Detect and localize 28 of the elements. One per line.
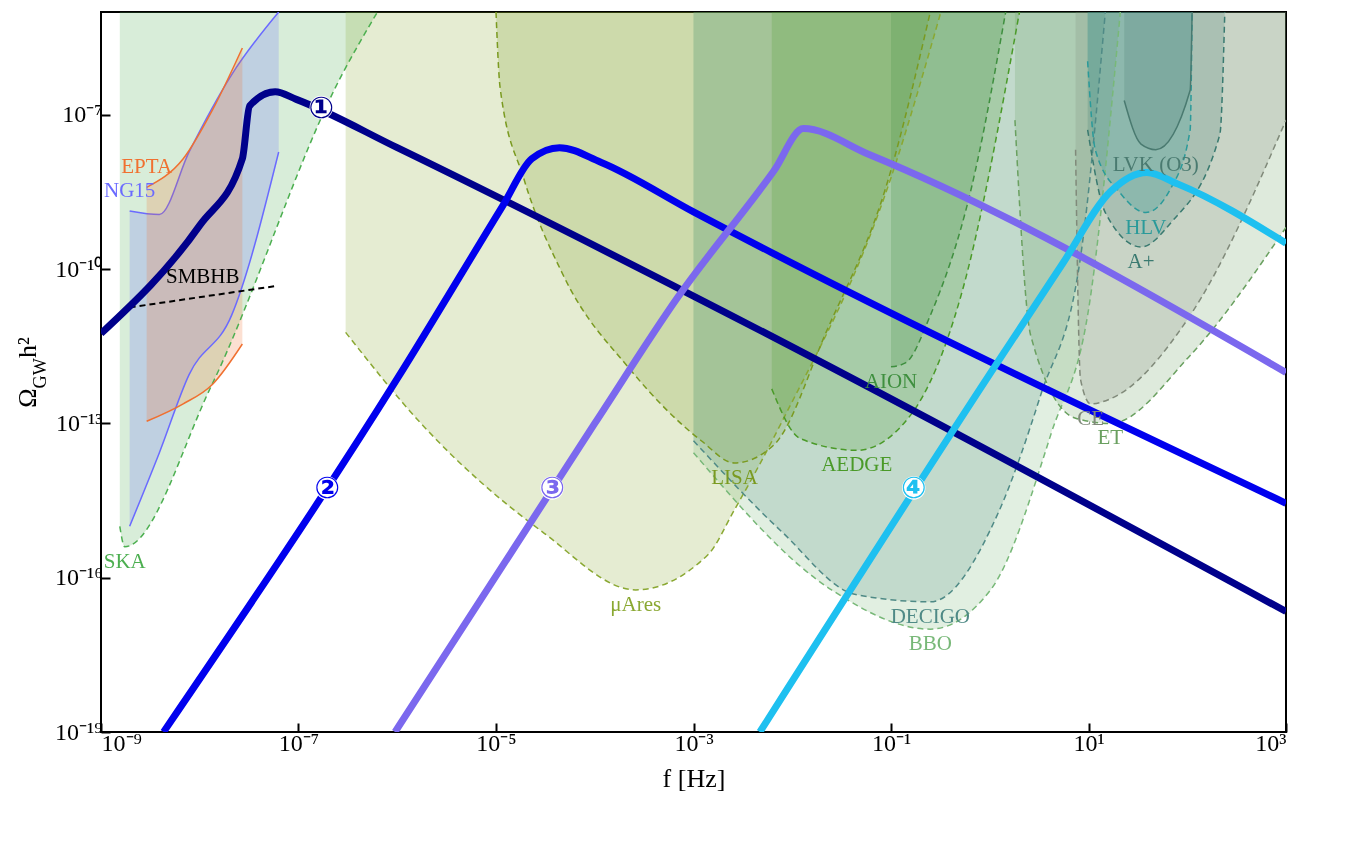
- series-label: DECIGO: [890, 603, 970, 628]
- text: NG15: [103, 178, 156, 203]
- series-label: HLV: [1125, 214, 1167, 239]
- series-label: ET: [1097, 425, 1124, 450]
- series-label: SKA: [103, 548, 147, 573]
- series-label: A+: [1127, 248, 1155, 273]
- x-tick-label: 10⁻⁷: [278, 729, 320, 756]
- series-label: AEDGE: [821, 452, 893, 477]
- x-tick-label: 10⁻³: [674, 729, 714, 756]
- x-tick-label: 10³: [1255, 729, 1287, 756]
- y-tick-label: 10⁻¹⁶: [54, 564, 103, 591]
- x-tick-label: 10⁻⁹: [101, 729, 142, 756]
- series-label: LVK (O3): [1112, 151, 1199, 176]
- series-label: LISA: [711, 465, 759, 490]
- x-tick-label: 10⁻⁵: [476, 729, 517, 756]
- annotation: ③: [539, 470, 565, 506]
- series-label: BBO: [908, 631, 952, 656]
- text: EPTA: [121, 154, 173, 179]
- annotation: ①: [308, 90, 334, 125]
- annotation: ②: [314, 470, 340, 506]
- y-tick-label: 10⁻⁷: [62, 101, 103, 128]
- x-tick-label: 10¹: [1073, 729, 1105, 756]
- series-label: SMBHB: [165, 263, 240, 288]
- x-axis-title: f [Hz]: [662, 763, 726, 793]
- annotation: ④: [901, 470, 927, 506]
- series-label: AION: [864, 368, 918, 393]
- series-label: μAres: [610, 591, 662, 616]
- x-tick-label: 10⁻¹: [871, 729, 912, 756]
